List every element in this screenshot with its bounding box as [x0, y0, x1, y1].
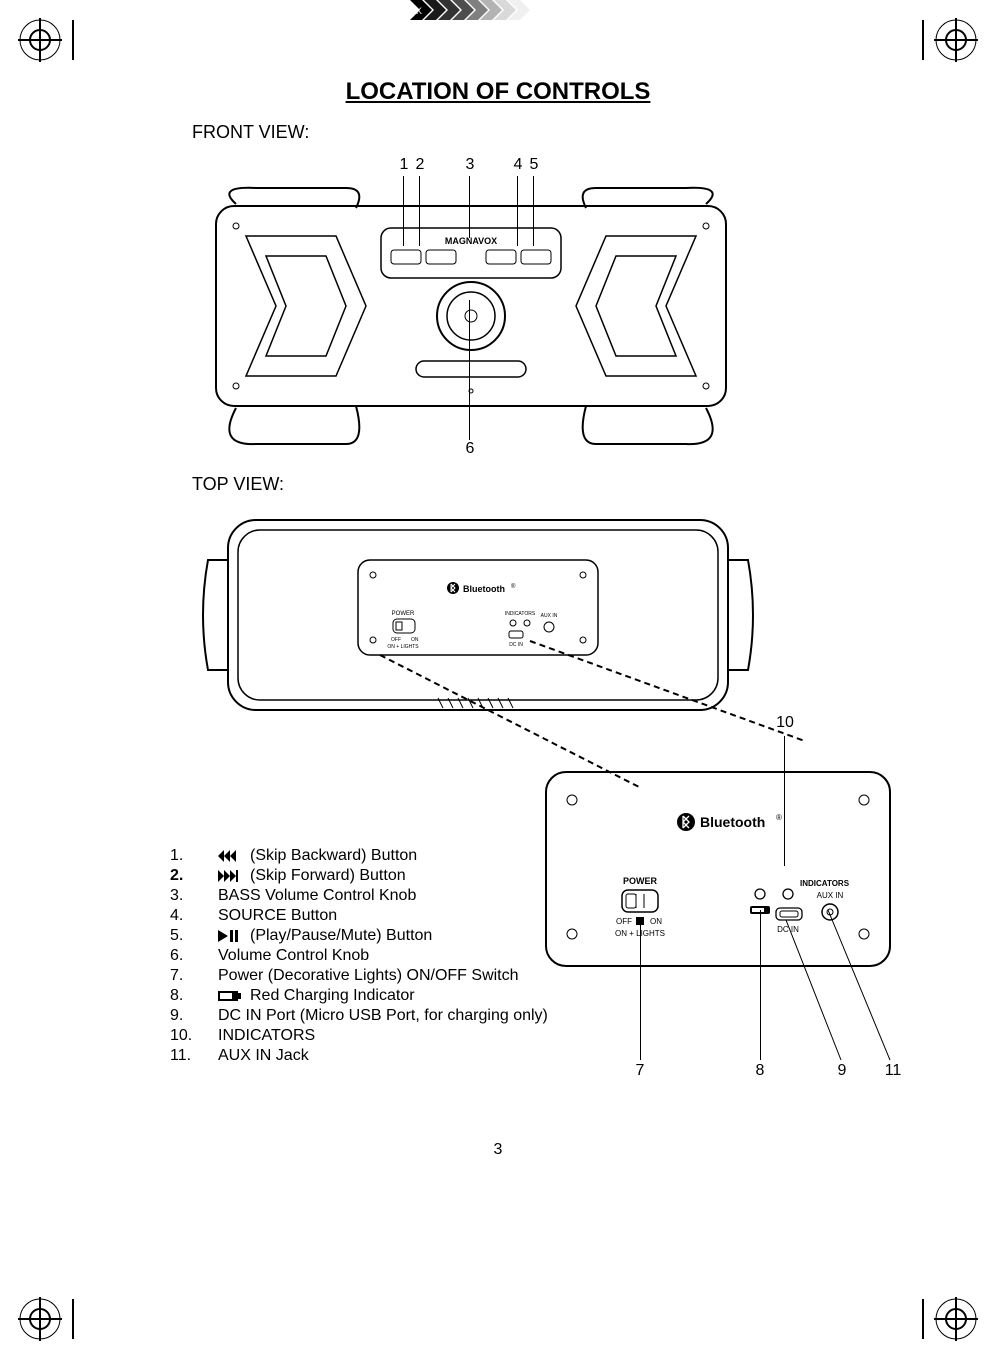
list-text: SOURCE Button — [218, 906, 548, 926]
svg-text:AUX IN: AUX IN — [541, 613, 558, 619]
skip-back-icon — [218, 850, 250, 862]
list-text: (Skip Forward) Button — [250, 866, 548, 886]
svg-text:AUX IN: AUX IN — [817, 891, 844, 900]
list-number: 4. — [170, 906, 218, 926]
svg-text:ON: ON — [650, 917, 662, 926]
bluetooth-label: Bluetooth — [700, 814, 765, 830]
svg-text:ON: ON — [411, 637, 419, 643]
battery-icon — [218, 990, 250, 1002]
callout-6: 6 — [460, 440, 480, 458]
list-item: 10. INDICATORS — [170, 1026, 548, 1046]
list-item: 2. (Skip Forward) Button — [170, 866, 548, 886]
front-view-diagram: MAGNAVOX — [206, 186, 736, 466]
list-text: BASS Volume Control Knob — [218, 886, 548, 906]
callout-9: 9 — [832, 1062, 852, 1080]
svg-text:DC IN: DC IN — [509, 642, 523, 648]
svg-text:®: ® — [511, 583, 516, 590]
page-number: 3 — [0, 1141, 996, 1159]
registration-mark-icon — [934, 1297, 978, 1341]
callout-3: 3 — [460, 156, 480, 174]
callout-8: 8 — [750, 1062, 770, 1080]
list-item: 3. BASS Volume Control Knob — [170, 886, 548, 906]
list-text: (Play/Pause/Mute) Button — [250, 926, 548, 946]
list-item: 7. Power (Decorative Lights) ON/OFF Swit… — [170, 966, 548, 986]
crop-mark — [922, 20, 924, 60]
registration-mark-icon — [18, 1297, 62, 1341]
skip-fwd-icon — [218, 870, 250, 882]
list-text: INDICATORS — [218, 1026, 548, 1046]
brand-label: MAGNAVOX — [445, 236, 497, 246]
list-text: Volume Control Knob — [218, 946, 548, 966]
list-item: 4. SOURCE Button — [170, 906, 548, 926]
svg-text:POWER: POWER — [392, 611, 415, 617]
crop-mark — [72, 20, 74, 60]
svg-text:ON + LIGHTS: ON + LIGHTS — [387, 644, 419, 650]
chevron-header-icon: K — [410, 0, 540, 20]
list-number: 2. — [170, 866, 218, 886]
svg-text:®: ® — [776, 813, 782, 822]
svg-text:INDICATORS: INDICATORS — [800, 879, 850, 888]
svg-text:OFF: OFF — [616, 917, 632, 926]
crop-mark — [72, 1299, 74, 1339]
callout-line — [640, 920, 641, 1060]
list-item: 1. (Skip Backward) Button — [170, 846, 548, 866]
list-number: 6. — [170, 946, 218, 966]
list-text: Power (Decorative Lights) ON/OFF Switch — [218, 966, 548, 986]
page: K LOCATION OF CONTROLS FRONT VIEW: 1 2 3… — [0, 0, 996, 1359]
svg-text:K: K — [416, 6, 422, 16]
list-item: 6. Volume Control Knob — [170, 946, 548, 966]
svg-text:POWER: POWER — [623, 876, 658, 886]
page-title: LOCATION OF CONTROLS — [0, 78, 996, 106]
callout-line — [784, 736, 785, 866]
svg-text:INDICATORS: INDICATORS — [505, 611, 536, 617]
list-text: Red Charging Indicator — [250, 986, 548, 1006]
list-number: 8. — [170, 986, 218, 1006]
list-number: 9. — [170, 1006, 218, 1026]
list-item: 11. AUX IN Jack — [170, 1046, 548, 1066]
front-view-label: FRONT VIEW: — [192, 122, 309, 143]
callout-11: 11 — [880, 1062, 906, 1080]
crop-mark — [922, 1299, 924, 1339]
list-number: 10. — [170, 1026, 218, 1046]
list-item: 9. DC IN Port (Micro USB Port, for charg… — [170, 1006, 548, 1026]
callout-line — [760, 910, 761, 1060]
registration-mark-icon — [934, 18, 978, 62]
list-text: (Skip Backward) Button — [250, 846, 548, 866]
list-item: 5. (Play/Pause/Mute) Button — [170, 926, 548, 946]
play-pause-icon — [218, 930, 250, 942]
list-number: 3. — [170, 886, 218, 906]
callout-10: 10 — [770, 714, 800, 732]
list-number: 11. — [170, 1046, 218, 1066]
top-view-label: TOP VIEW: — [192, 474, 284, 495]
callout-2: 2 — [410, 156, 430, 174]
callout-5: 5 — [524, 156, 544, 174]
svg-text:OFF: OFF — [391, 637, 401, 643]
list-number: 7. — [170, 966, 218, 986]
controls-list: 1. (Skip Backward) Button 2. (Skip Forwa… — [170, 846, 548, 1066]
registration-mark-icon — [18, 18, 62, 62]
callout-line — [469, 300, 470, 440]
callout-7: 7 — [630, 1062, 650, 1080]
list-item: 8. Red Charging Indicator — [170, 986, 548, 1006]
list-text: AUX IN Jack — [218, 1046, 548, 1066]
list-number: 5. — [170, 926, 218, 946]
callout-line — [828, 910, 898, 1062]
list-text: DC IN Port (Micro USB Port, for charging… — [218, 1006, 548, 1026]
svg-text:Bluetooth: Bluetooth — [463, 584, 505, 594]
list-number: 1. — [170, 846, 218, 866]
